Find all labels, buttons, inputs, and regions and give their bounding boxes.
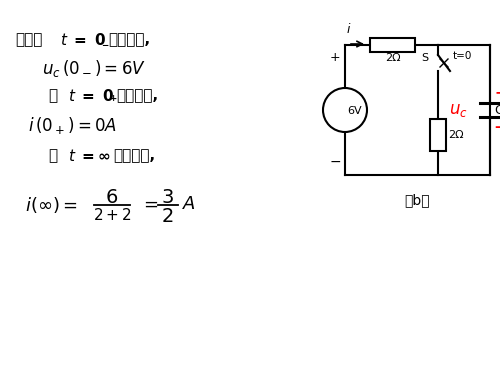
Bar — [370, 38, 415, 52]
Text: $\mathbf{\it{t}}$: $\mathbf{\it{t}}$ — [68, 88, 76, 104]
Text: 6V: 6V — [347, 106, 362, 116]
Text: 的电路中,: 的电路中, — [108, 32, 150, 47]
Text: −: − — [329, 155, 341, 169]
Text: $\mathbf{\it{t}}$: $\mathbf{\it{t}}$ — [60, 32, 68, 48]
Text: 在: 在 — [48, 88, 57, 103]
Text: 2Ω: 2Ω — [448, 130, 464, 140]
Circle shape — [323, 88, 367, 132]
Text: $=$: $=$ — [140, 195, 158, 213]
Text: $\mathbf{\it{t}}$: $\mathbf{\it{t}}$ — [68, 148, 76, 164]
Text: 6: 6 — [106, 188, 118, 207]
Text: $\mathbf{= \ 0}$: $\mathbf{= \ 0}$ — [71, 32, 106, 48]
Text: +: + — [494, 86, 500, 100]
Text: S: S — [421, 53, 428, 63]
Text: $i\,(0_+)=0A$: $i\,(0_+)=0A$ — [28, 115, 117, 136]
Text: （b）: （b） — [404, 193, 430, 207]
Text: 2: 2 — [162, 207, 174, 226]
Text: 在: 在 — [48, 148, 57, 163]
Text: $\mathbf{=\infty}$: $\mathbf{=\infty}$ — [79, 148, 111, 163]
Text: $u_c$: $u_c$ — [449, 101, 468, 119]
Text: 解：在: 解：在 — [15, 32, 42, 47]
Bar — [430, 119, 446, 151]
Text: $\mathbf{= \ 0}$: $\mathbf{= \ 0}$ — [79, 88, 114, 104]
Text: +: + — [330, 51, 340, 64]
Text: $i(\infty)=$: $i(\infty)=$ — [25, 195, 78, 215]
Text: $2+2$: $2+2$ — [92, 207, 132, 223]
Text: C: C — [494, 104, 500, 117]
Text: -: - — [494, 120, 500, 134]
Text: $A$: $A$ — [182, 195, 196, 213]
Text: 3: 3 — [162, 188, 174, 207]
Text: $\mathbf{_+}$: $\mathbf{_+}$ — [108, 91, 118, 104]
Text: $u_c\,(0_-)=6V$: $u_c\,(0_-)=6V$ — [42, 58, 146, 79]
Text: t=0: t=0 — [453, 51, 472, 61]
Text: 的电路中,: 的电路中, — [113, 148, 155, 163]
Text: 的电路中,: 的电路中, — [116, 88, 158, 103]
Text: i: i — [347, 23, 350, 36]
Text: $\mathbf{_-}$: $\mathbf{_-}$ — [100, 35, 110, 48]
Text: 2Ω: 2Ω — [384, 53, 400, 63]
